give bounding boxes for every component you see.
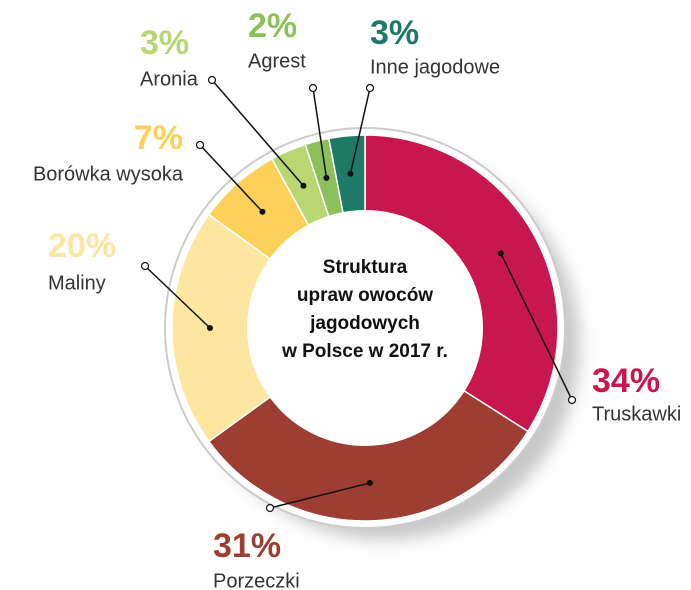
chart-title: Struktura [323, 257, 408, 278]
leader-line [144, 265, 211, 329]
leader-end [366, 479, 373, 486]
value-label: 34% [592, 362, 660, 400]
leader-end [300, 182, 307, 189]
chart-title: jagodowych [309, 313, 420, 334]
leader-end [347, 170, 354, 177]
leader-dot [207, 75, 217, 85]
leader-line [349, 87, 371, 174]
leader-line [269, 482, 371, 509]
chart-title: upraw owoców [297, 285, 433, 306]
leader-line [211, 79, 305, 187]
value-label: 3% [370, 14, 419, 52]
category-label: Borówka wysoka [33, 163, 184, 185]
leader-dot [365, 83, 375, 93]
category-label: Truskawki [592, 403, 681, 425]
leader-end [259, 208, 266, 215]
leader-end [207, 325, 213, 331]
category-label: Agrest [248, 50, 306, 72]
category-label: Maliny [48, 272, 106, 294]
value-label: 3% [140, 24, 189, 62]
leader-line [312, 87, 328, 178]
value-label: 7% [134, 119, 183, 157]
leader-dot [308, 83, 318, 93]
leader-end [497, 250, 504, 257]
category-label: Aronia [140, 68, 199, 90]
value-label: 2% [248, 7, 297, 45]
leader-end [323, 174, 330, 181]
category-label: Inne jagodowe [370, 56, 500, 78]
value-label: 20% [48, 227, 116, 265]
leader-dot [265, 503, 275, 513]
leader-dot [195, 140, 205, 150]
leader-dot [567, 395, 577, 405]
donut-hole [247, 210, 483, 446]
chart-title: w Polsce w 2017 r. [281, 341, 448, 362]
category-label: Porzeczki [213, 570, 300, 590]
value-label: 31% [213, 527, 281, 565]
leader-line [199, 144, 264, 213]
leader-line [500, 253, 573, 401]
leader-dot [140, 261, 150, 271]
